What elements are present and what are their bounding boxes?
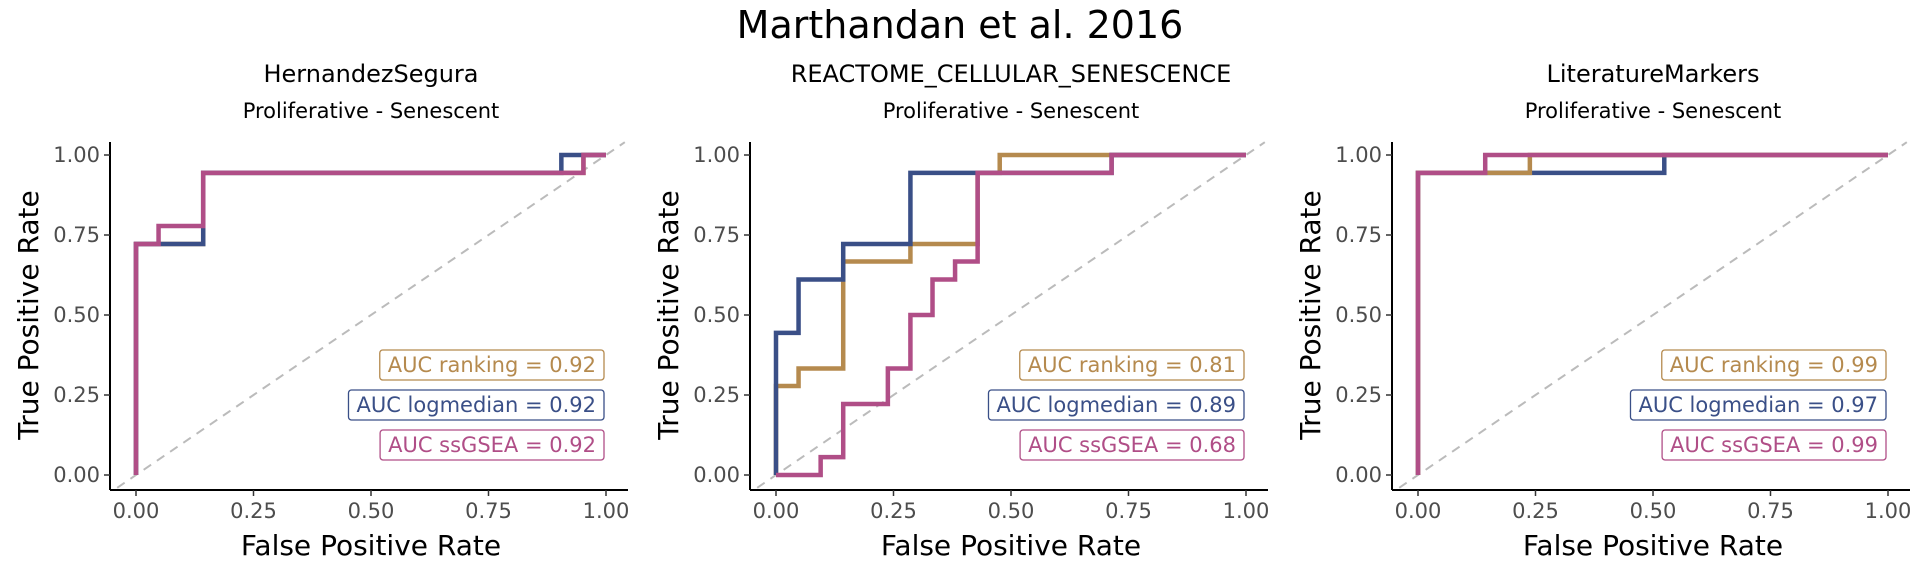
x-tick-label: 0.50 bbox=[1630, 499, 1677, 523]
panel-subtitle: Proliferative - Senescent bbox=[1525, 99, 1782, 123]
auc-label-text: AUC ssGSEA = 0.92 bbox=[388, 433, 596, 457]
y-tick-label: 0.50 bbox=[53, 303, 100, 327]
auc-label-box bbox=[1661, 429, 1887, 461]
auc-label-box bbox=[1661, 349, 1887, 381]
roc-panel-1: REACTOME_CELLULAR_SENESCENCE Proliferativ… bbox=[652, 60, 1269, 562]
x-tick-label: 0.00 bbox=[113, 499, 160, 523]
y-tick-label: 0.00 bbox=[693, 463, 740, 487]
panel-title: LiteratureMarkers bbox=[1547, 60, 1760, 88]
auc-label-ssGSEA: AUC ssGSEA = 0.92 bbox=[379, 429, 605, 461]
y-tick-label: 0.25 bbox=[693, 383, 740, 407]
x-tick-label: 0.00 bbox=[1395, 499, 1442, 523]
auc-label-ranking: AUC ranking = 0.99 bbox=[1661, 349, 1887, 381]
y-tick-label: 1.00 bbox=[1335, 143, 1382, 167]
y-tick-label: 0.50 bbox=[1335, 303, 1382, 327]
auc-label-logmedian: AUC logmedian = 0.92 bbox=[347, 389, 605, 421]
x-tick-label: 0.75 bbox=[1747, 499, 1794, 523]
x-tick-label: 0.25 bbox=[230, 499, 277, 523]
x-tick-label: 0.50 bbox=[988, 499, 1035, 523]
auc-label-box bbox=[987, 389, 1245, 421]
x-tick-label: 0.25 bbox=[870, 499, 917, 523]
auc-label-text: AUC logmedian = 0.97 bbox=[1638, 393, 1878, 417]
diagonal-reference-line bbox=[1398, 141, 1908, 489]
auc-label-text: AUC ranking = 0.81 bbox=[1028, 353, 1236, 377]
y-tick-label: 0.75 bbox=[693, 223, 740, 247]
x-tick-label: 1.00 bbox=[583, 499, 630, 523]
auc-label-ranking: AUC ranking = 0.92 bbox=[379, 349, 605, 381]
auc-label-box bbox=[1019, 349, 1245, 381]
auc-label-text: AUC ssGSEA = 0.99 bbox=[1670, 433, 1878, 457]
auc-label-ssGSEA: AUC ssGSEA = 0.68 bbox=[1019, 429, 1245, 461]
auc-label-ssGSEA: AUC ssGSEA = 0.99 bbox=[1661, 429, 1887, 461]
auc-label-ranking: AUC ranking = 0.81 bbox=[1019, 349, 1245, 381]
auc-label-box bbox=[1629, 389, 1887, 421]
y-tick-label: 0.00 bbox=[1335, 463, 1382, 487]
auc-label-text: AUC ssGSEA = 0.68 bbox=[1028, 433, 1236, 457]
x-axis-label: False Positive Rate bbox=[1523, 529, 1783, 562]
x-tick-label: 0.75 bbox=[1105, 499, 1152, 523]
y-tick-label: 0.75 bbox=[1335, 223, 1382, 247]
x-tick-label: 1.00 bbox=[1223, 499, 1270, 523]
roc-panel-2: LiteratureMarkers Proliferative - Senesce… bbox=[1294, 60, 1911, 562]
panel-subtitle: Proliferative - Senescent bbox=[243, 99, 500, 123]
y-tick-label: 0.25 bbox=[1335, 383, 1382, 407]
auc-label-box bbox=[379, 429, 605, 461]
y-axis-label: True Positive Rate bbox=[652, 190, 685, 440]
panel-title: REACTOME_CELLULAR_SENESCENCE bbox=[791, 60, 1232, 88]
roc-curve-ssGSEA bbox=[776, 152, 1246, 478]
auc-label-box bbox=[1019, 429, 1245, 461]
auc-label-text: AUC ranking = 0.99 bbox=[1670, 353, 1878, 377]
x-tick-label: 0.00 bbox=[753, 499, 800, 523]
auc-label-box bbox=[347, 389, 605, 421]
y-tick-label: 0.50 bbox=[693, 303, 740, 327]
panel-subtitle: Proliferative - Senescent bbox=[883, 99, 1140, 123]
x-tick-label: 0.25 bbox=[1512, 499, 1559, 523]
auc-label-text: AUC logmedian = 0.92 bbox=[356, 393, 596, 417]
y-tick-label: 0.00 bbox=[53, 463, 100, 487]
y-tick-label: 0.75 bbox=[53, 223, 100, 247]
x-tick-label: 0.50 bbox=[348, 499, 395, 523]
auc-label-text: AUC ranking = 0.92 bbox=[388, 353, 596, 377]
roc-curve-ssGSEA bbox=[1415, 152, 1888, 475]
roc-panel-0: HernandezSegura Proliferative - Senescent… bbox=[12, 60, 629, 562]
panels-group: HernandezSegura Proliferative - Senescent… bbox=[12, 60, 1911, 562]
auc-label-logmedian: AUC logmedian = 0.89 bbox=[987, 389, 1245, 421]
x-tick-label: 0.75 bbox=[465, 499, 512, 523]
diagonal-reference-line bbox=[116, 141, 626, 489]
auc-label-text: AUC logmedian = 0.89 bbox=[996, 393, 1236, 417]
auc-label-logmedian: AUC logmedian = 0.97 bbox=[1629, 389, 1887, 421]
auc-label-box bbox=[379, 349, 605, 381]
y-tick-label: 1.00 bbox=[693, 143, 740, 167]
y-axis-label: True Positive Rate bbox=[12, 190, 45, 440]
x-axis-label: False Positive Rate bbox=[881, 529, 1141, 562]
figure-title: Marthandan et al. 2016 bbox=[737, 3, 1184, 47]
y-tick-label: 1.00 bbox=[53, 143, 100, 167]
panel-title: HernandezSegura bbox=[263, 60, 478, 88]
x-axis-label: False Positive Rate bbox=[241, 529, 501, 562]
y-tick-label: 0.25 bbox=[53, 383, 100, 407]
x-tick-label: 1.00 bbox=[1865, 499, 1912, 523]
y-axis-label: True Positive Rate bbox=[1294, 190, 1327, 440]
roc-curve-ssGSEA bbox=[133, 152, 606, 475]
